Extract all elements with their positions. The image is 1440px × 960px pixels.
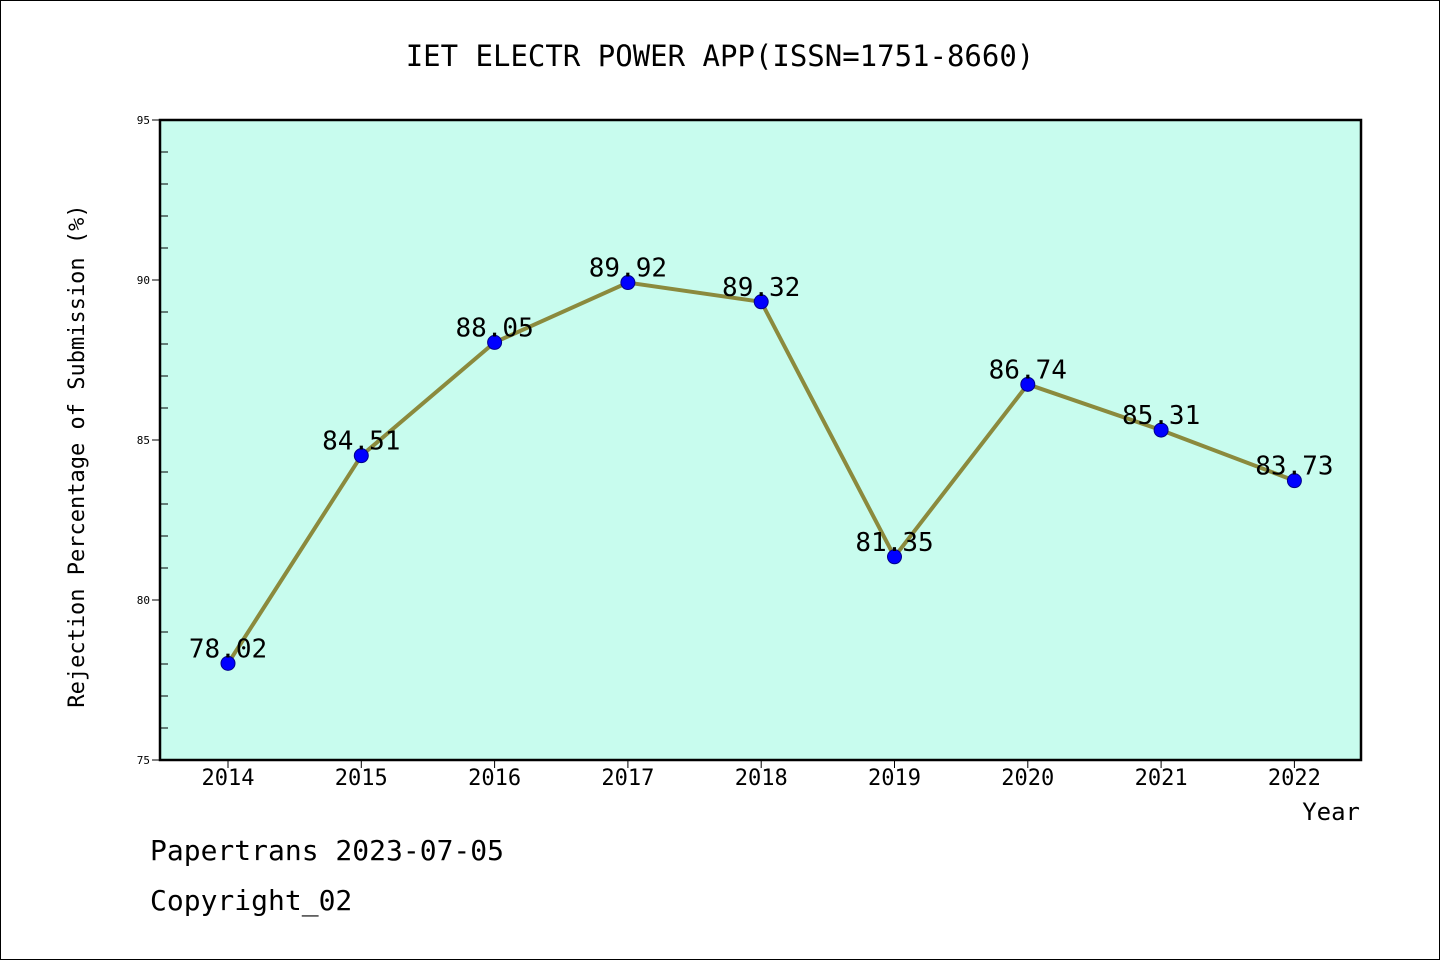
plot-area (158, 118, 1363, 762)
x-tick-label: 2017 (601, 766, 654, 791)
y-axis: 75 80 85 90 95 (137, 114, 168, 767)
x-axis-label: Year (1302, 798, 1360, 826)
data-point (1020, 376, 1036, 392)
data-point (753, 294, 769, 310)
data-label: 88.05 (455, 313, 533, 343)
data-label: 81.35 (855, 528, 933, 558)
footer-date: Papertrans 2023-07-05 (150, 834, 505, 867)
y-axis-label: Rejection Percentage of Submission (%) (65, 204, 90, 707)
data-label: 84.51 (322, 427, 400, 457)
data-label: 78.02 (189, 634, 267, 664)
data-point (220, 655, 236, 671)
data-labels: 78.02 84.51 88.05 89.92 89.32 81.35 86.74 85.31… (189, 254, 1334, 665)
x-tick-label: 2022 (1268, 766, 1321, 791)
y-tick-label: 85 (137, 434, 150, 447)
data-label: 85.31 (1122, 401, 1200, 431)
data-point (1286, 473, 1302, 489)
footer-copyright: Copyright_02 (150, 884, 353, 917)
data-label: 89.32 (722, 273, 800, 303)
data-point (620, 275, 636, 291)
x-tick-label: 2016 (468, 766, 521, 791)
x-tick-label: 2021 (1135, 766, 1188, 791)
data-label: 89.92 (589, 254, 667, 284)
y-tick-label: 90 (137, 274, 150, 287)
data-label: 86.74 (989, 355, 1067, 385)
x-tick-label: 2015 (335, 766, 388, 791)
data-point (487, 334, 503, 350)
y-tick-label: 95 (137, 114, 150, 127)
data-label: 83.73 (1255, 452, 1333, 482)
y-tick-label: 80 (137, 594, 150, 607)
x-axis: 2014 2015 2016 2017 2018 2019 2020 2021 2022 (202, 760, 1321, 791)
chart-title: IET ELECTR POWER APP(ISSN=1751-8660) (406, 39, 1035, 73)
x-tick-label: 2014 (202, 766, 255, 791)
x-tick-label: 2019 (868, 766, 921, 791)
x-tick-label: 2020 (1001, 766, 1054, 791)
data-point (1153, 422, 1169, 438)
series-markers (220, 275, 1302, 671)
data-point (353, 448, 369, 464)
data-point (887, 549, 902, 565)
x-tick-label: 2018 (735, 766, 788, 791)
y-tick-label: 75 (137, 754, 150, 767)
